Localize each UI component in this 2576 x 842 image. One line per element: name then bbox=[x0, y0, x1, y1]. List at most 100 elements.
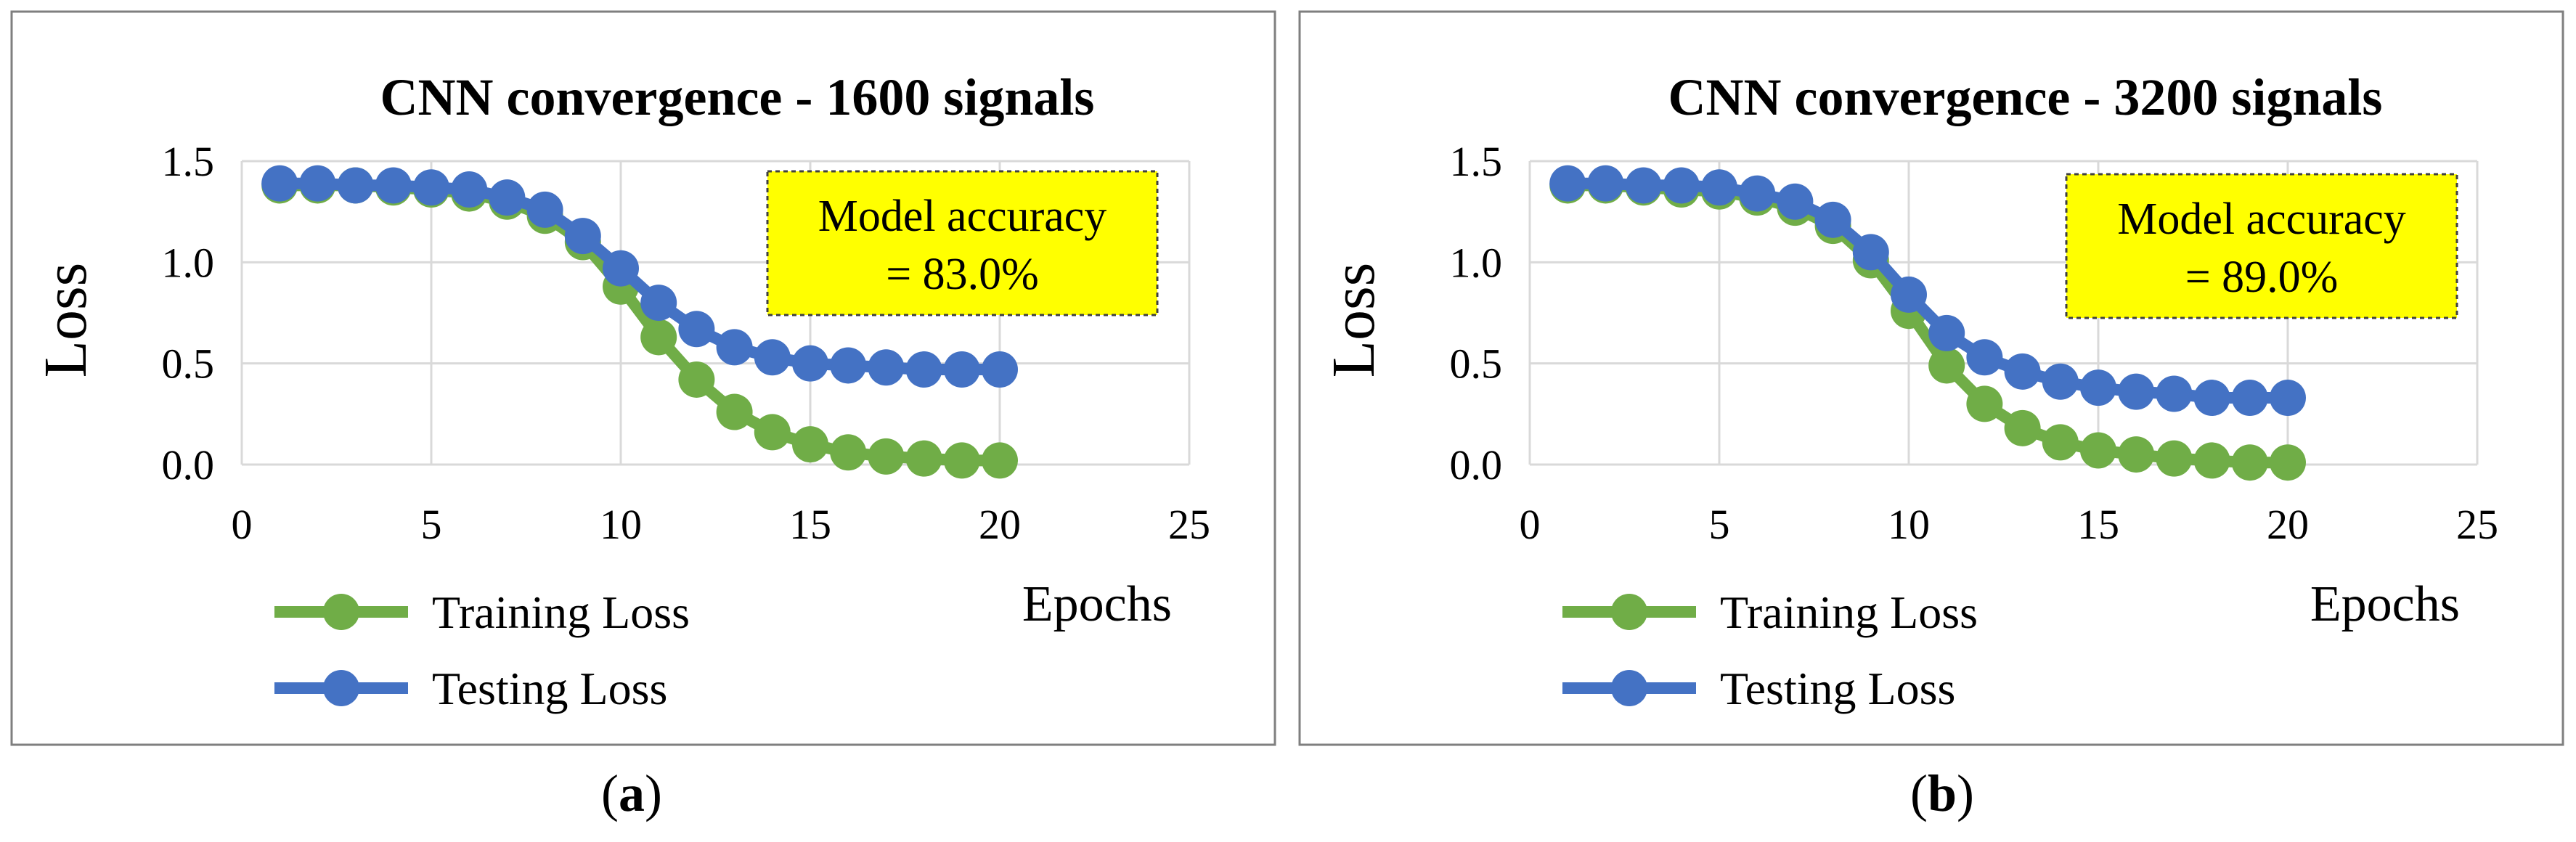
data-point bbox=[1928, 347, 1965, 384]
y-tick-label: 1.5 bbox=[1450, 138, 1503, 185]
data-point bbox=[2193, 442, 2230, 479]
data-point bbox=[754, 414, 791, 451]
data-point bbox=[678, 361, 715, 398]
data-point bbox=[2156, 440, 2193, 477]
data-point bbox=[2193, 380, 2230, 417]
data-point bbox=[716, 329, 753, 366]
data-point bbox=[603, 250, 639, 287]
y-axis-label: Loss bbox=[32, 263, 99, 378]
data-point bbox=[982, 442, 1018, 479]
data-point bbox=[830, 347, 867, 384]
caption-open: ( bbox=[601, 764, 619, 822]
data-point bbox=[640, 285, 677, 322]
y-axis-label: Loss bbox=[1320, 263, 1387, 378]
x-tick-label: 25 bbox=[2456, 501, 2498, 548]
x-tick-label: 5 bbox=[421, 501, 442, 548]
data-point bbox=[451, 171, 488, 208]
x-tick-label: 0 bbox=[232, 501, 253, 548]
data-point bbox=[792, 345, 828, 382]
data-point bbox=[1587, 165, 1624, 202]
data-point bbox=[2270, 444, 2306, 481]
x-tick-label: 10 bbox=[600, 501, 642, 548]
y-tick-label: 1.0 bbox=[1450, 239, 1503, 286]
accuracy-annotation-line2: = 83.0% bbox=[886, 250, 1039, 299]
data-point bbox=[1891, 276, 1927, 313]
data-point bbox=[905, 351, 942, 388]
y-tick-label: 0.0 bbox=[162, 441, 215, 489]
accuracy-annotation-line1: Model accuracy bbox=[2117, 195, 2406, 244]
data-point bbox=[2042, 363, 2079, 400]
data-point bbox=[1549, 165, 1586, 202]
data-point bbox=[2004, 409, 2041, 446]
data-point bbox=[868, 438, 905, 475]
caption-close: ) bbox=[1957, 764, 1974, 822]
data-point bbox=[337, 167, 374, 204]
y-tick-label: 1.5 bbox=[162, 138, 215, 185]
data-point bbox=[982, 351, 1018, 388]
y-tick-label: 0.5 bbox=[1450, 340, 1503, 388]
y-tick-label: 0.5 bbox=[162, 340, 215, 388]
data-point bbox=[868, 349, 905, 386]
caption-letter: a bbox=[619, 764, 645, 822]
legend-marker bbox=[1611, 594, 1647, 630]
x-tick-label: 10 bbox=[1888, 501, 1930, 548]
data-point bbox=[2231, 380, 2268, 417]
caption-close: ) bbox=[645, 764, 662, 822]
legend-label: Testing Loss bbox=[432, 663, 667, 714]
data-point bbox=[2080, 432, 2116, 469]
accuracy-annotation-box bbox=[2065, 173, 2458, 319]
caption-letter: b bbox=[1927, 764, 1957, 822]
y-tick-label: 0.0 bbox=[1450, 441, 1503, 489]
chart-panel-b: CNN convergence - 3200 signals 0.0 0.5 1.0 1… bbox=[1298, 10, 2564, 746]
data-point bbox=[299, 165, 336, 202]
data-point bbox=[640, 319, 677, 356]
chart-title: CNN convergence - 3200 signals bbox=[1668, 68, 2383, 126]
x-tick-label: 20 bbox=[2267, 501, 2309, 548]
x-axis-label: Epochs bbox=[1022, 576, 1172, 632]
data-point bbox=[716, 393, 753, 430]
data-point bbox=[1739, 175, 1776, 212]
legend-marker bbox=[323, 670, 359, 706]
data-point bbox=[2270, 380, 2306, 417]
x-tick-label: 25 bbox=[1168, 501, 1210, 548]
data-point bbox=[1966, 385, 2003, 422]
data-point bbox=[1966, 339, 2003, 376]
data-point bbox=[526, 191, 563, 228]
data-point bbox=[2004, 353, 2041, 390]
legend-marker bbox=[323, 594, 359, 630]
chart-frame bbox=[10, 10, 1276, 746]
y-tick-label: 1.0 bbox=[162, 239, 215, 286]
legend-label: Testing Loss bbox=[1720, 663, 1955, 714]
accuracy-annotation-line1: Model accuracy bbox=[818, 192, 1107, 241]
x-tick-label: 5 bbox=[1709, 501, 1730, 548]
data-point bbox=[1852, 234, 1889, 271]
legend-label: Training Loss bbox=[432, 586, 690, 638]
panel-caption-a: (a) bbox=[559, 764, 704, 824]
data-point bbox=[413, 169, 449, 206]
data-point bbox=[678, 311, 715, 348]
data-point bbox=[1701, 169, 1737, 206]
data-point bbox=[830, 434, 867, 471]
data-point bbox=[2042, 424, 2079, 461]
data-point bbox=[2118, 373, 2155, 410]
chart-frame bbox=[1298, 10, 2564, 746]
accuracy-annotation-box bbox=[766, 170, 1159, 316]
data-point bbox=[489, 179, 526, 216]
data-point bbox=[792, 426, 828, 463]
data-point bbox=[1928, 314, 1965, 351]
x-tick-label: 0 bbox=[1520, 501, 1541, 548]
data-point bbox=[2231, 444, 2268, 481]
data-point bbox=[564, 218, 601, 255]
data-point bbox=[2080, 369, 2116, 406]
x-tick-label: 20 bbox=[979, 501, 1021, 548]
data-point bbox=[261, 165, 298, 202]
caption-open: ( bbox=[1909, 764, 1928, 822]
chart-title: CNN convergence - 1600 signals bbox=[380, 68, 1095, 126]
accuracy-annotation-line2: = 89.0% bbox=[2185, 253, 2339, 302]
data-point bbox=[2118, 436, 2155, 473]
data-point bbox=[905, 440, 942, 477]
data-point bbox=[1814, 201, 1851, 238]
chart-panel-a: CNN convergence - 1600 signals 0.0 0.5 1.0 1… bbox=[10, 10, 1276, 746]
x-tick-label: 15 bbox=[2077, 501, 2119, 548]
panel-caption-b: (b) bbox=[1870, 764, 2015, 824]
